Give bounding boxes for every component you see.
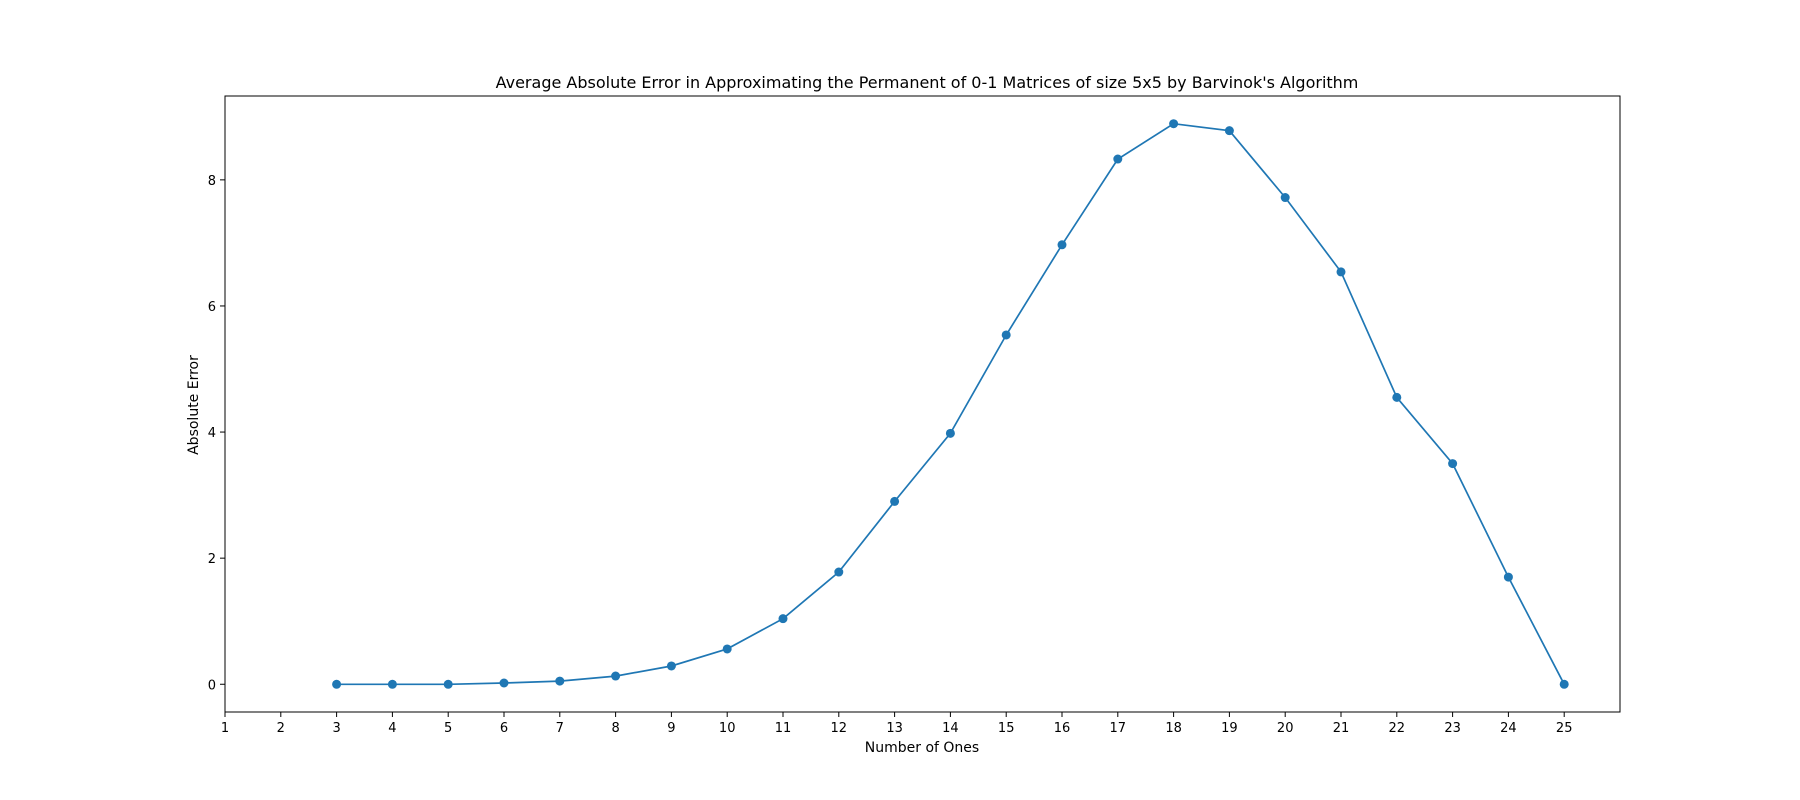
x-tick-label: 18 [1165,721,1182,736]
x-tick-label: 25 [1556,721,1573,736]
x-tick-label: 15 [998,721,1015,736]
data-point [1057,240,1067,250]
data-point [443,679,453,689]
x-tick-label: 24 [1500,721,1517,736]
x-tick-label: 12 [831,721,848,736]
x-tick-label: 4 [388,721,396,736]
chart-title: Average Absolute Error in Approximating … [496,73,1359,92]
data-point [1280,193,1290,203]
data-point [890,496,900,506]
data-point [1224,126,1234,136]
data-point [945,428,955,438]
y-axis: 0 2 4 6 8 [208,174,225,693]
x-tick-label: 2 [277,721,285,736]
data-point [1392,392,1402,402]
x-tick-label: 14 [942,721,959,736]
x-tick-label: 3 [332,721,340,736]
x-axis: 1 2 3 4 5 6 7 8 9 10 11 12 13 14 15 16 17 18 19 20 21 22 23 24 2… [221,712,1573,736]
x-tick-label: 9 [667,721,675,736]
y-tick-label: 4 [208,426,216,441]
data-point [722,644,732,654]
x-tick-label: 7 [556,721,564,736]
data-point [1169,119,1179,129]
x-tick-label: 5 [444,721,452,736]
data-point [332,679,342,689]
y-tick-label: 0 [208,678,216,693]
x-tick-label: 20 [1277,721,1294,736]
x-tick-label: 16 [1054,721,1071,736]
x-tick-label: 22 [1389,721,1406,736]
data-point [778,614,788,624]
data-point [499,678,509,688]
y-axis-label: Absolute Error [186,355,202,455]
x-tick-label: 17 [1110,721,1127,736]
y-tick-label: 2 [208,552,216,567]
data-point [387,679,397,689]
x-tick-label: 13 [886,721,903,736]
x-tick-label: 8 [611,721,619,736]
data-point [611,671,621,681]
data-point [1113,154,1123,164]
series-points [332,119,1569,689]
plot-frame [224,95,1621,713]
data-point [1001,330,1011,340]
x-tick-label: 6 [500,721,508,736]
data-point [1559,679,1569,689]
data-point [834,567,844,577]
x-tick-label: 19 [1221,721,1238,736]
x-tick-label: 21 [1333,721,1350,736]
x-tick-label: 1 [221,721,229,736]
data-point [666,661,676,671]
data-point [555,676,565,686]
x-tick-label: 10 [719,721,736,736]
data-point [1503,572,1513,582]
y-tick-label: 6 [208,300,216,315]
x-axis-label: Number of Ones [865,740,979,756]
y-tick-label: 8 [208,174,216,189]
data-point [1448,459,1458,469]
data-point [1336,267,1346,277]
x-tick-label: 11 [775,721,792,736]
x-tick-label: 23 [1444,721,1461,736]
